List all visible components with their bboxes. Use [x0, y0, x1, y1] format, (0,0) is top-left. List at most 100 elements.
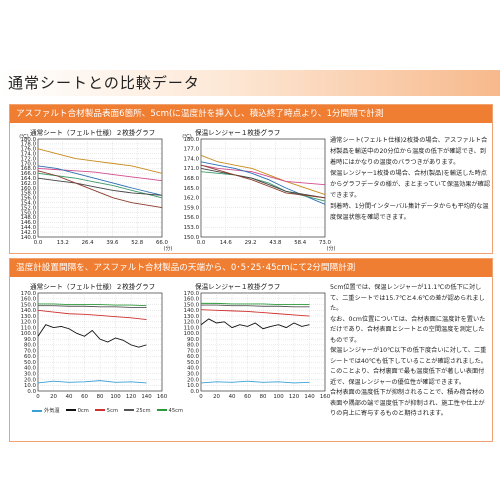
x-tick-label: 100: [110, 394, 121, 400]
x-tick-label: 52.8: [131, 240, 144, 246]
y-tick-label: 156.0: [21, 196, 37, 202]
y-tick-label: 80.0: [24, 343, 37, 349]
legend-label-45cm: 45cm: [168, 407, 184, 414]
y-tick-label: 160.0: [21, 297, 37, 303]
section1-header: アスファルト合材製品表面6箇所、5cm(に温度計を挿入し、積込終了時点より、1分…: [10, 105, 492, 123]
y-tick-label: 142.0: [21, 230, 37, 236]
y-tick-label: 162.0: [184, 196, 200, 202]
x-tick-label: 66.0: [156, 240, 169, 246]
series-line-3: [200, 161, 326, 205]
x-tick-label: 20: [213, 394, 220, 400]
y-tick-label: 176.0: [21, 147, 37, 153]
x-tick-label: 60: [244, 394, 251, 400]
series-line-1: [37, 380, 147, 384]
series-line-2: [37, 324, 147, 348]
section1-note-3: 到着時、1分間インターバル集計データからも平均的な温度保温状態を確認できます。: [330, 203, 489, 221]
y-tick-label: 160.0: [21, 186, 37, 192]
y-tick-label: 164.0: [21, 176, 37, 182]
series-line-1: [37, 148, 163, 174]
y-tick-label: 168.0: [21, 166, 37, 172]
section2-note-4: このことより、合材裏面で最も温度低下が著しい表面付近で、保温レンジャーの優位性が…: [330, 368, 485, 386]
y-tick-label: 60.0: [24, 354, 37, 360]
x-tick-label: 160: [157, 394, 168, 400]
x-tick-label: 0.0: [34, 240, 43, 246]
x-tick-label: 26.4: [82, 240, 95, 246]
legend-label-5cm: 5cm: [106, 407, 119, 414]
series-line-6: [37, 170, 163, 209]
y-tick-label: 50.0: [187, 360, 200, 366]
y-tick-label: 30.0: [187, 372, 200, 378]
y-tick-label: 0.0: [190, 389, 199, 395]
legend-label-outside: 外気温: [44, 408, 60, 414]
y-tick-label: 140.0: [21, 308, 37, 314]
y-tick-label: 0.0: [27, 389, 36, 395]
x-tick-label: 40: [229, 394, 236, 400]
y-tick-label: 40.0: [187, 366, 200, 372]
y-tick-label: 158.0: [21, 191, 37, 197]
x-tick-label: 0: [199, 394, 203, 400]
y-tick-label: 60.0: [187, 354, 200, 360]
series-line-5: [200, 167, 326, 199]
y-tick-label: 110.0: [184, 325, 200, 331]
series-line-3: [37, 165, 163, 196]
y-tick-label: 140.0: [184, 308, 200, 314]
series-line-5: [37, 177, 163, 196]
y-tick-label: 120.0: [21, 320, 37, 326]
legend-item-0cm: 0cm: [65, 408, 89, 414]
y-tick-label: 150.0: [184, 235, 200, 241]
y-tick-label: 70.0: [24, 348, 37, 354]
x-tick-label: 160: [320, 394, 331, 400]
y-tick-label: 10.0: [24, 383, 37, 389]
y-tick-label: 70.0: [187, 348, 200, 354]
x-tick-label: 60: [81, 394, 88, 400]
section1-right-chart: 150.0 153.0 156.0 159.0 162.0 165.0 168.0 171.0…: [182, 134, 336, 251]
section1-left-chart-title: 通常シート（フェルト仕様）２枚掛グラフ: [30, 129, 156, 137]
section1-panel: アスファルト合材製品表面6箇所、5cm(に温度計を挿入し、積込終了時点より、1分…: [9, 104, 493, 254]
y-tick-label: 100.0: [21, 331, 37, 337]
section2-left-chart: 0.010.020.030.040.050.060.070.080.090.01…: [21, 291, 168, 400]
y-tick-label: 153.0: [184, 225, 200, 231]
y-unit-label: (℃): [182, 134, 192, 140]
y-tick-label: 90.0: [187, 337, 200, 343]
y-tick-label: 120.0: [184, 320, 200, 326]
section2-note-1: 5cm位置では、保温レンジャーが11.1℃の低下に対して、二重シートでは15.7…: [330, 284, 485, 312]
y-tick-label: 156.0: [184, 215, 200, 221]
section2-note-5: 合材表面の温度低下が抑制されることで、積み荷合材の表面や隅部の端で温度低下が抑制…: [330, 389, 485, 417]
x-tick-label: 120: [289, 394, 300, 400]
y-tick-label: 170.0: [21, 161, 37, 167]
x-tick-label: 14.6: [220, 240, 233, 246]
y-tick-label: 166.0: [21, 171, 37, 177]
y-tick-label: 150.0: [184, 302, 200, 308]
x-tick-label: 13.2: [57, 240, 69, 246]
y-tick-label: 177.0: [184, 147, 200, 153]
y-tick-label: 154.0: [21, 201, 37, 207]
y-tick-label: 180.0: [21, 137, 37, 143]
y-tick-label: 100.0: [184, 331, 200, 337]
series-line-5: [201, 302, 310, 305]
section2-left-chart-title: 通常シート（フェルト仕様）２枚掛グラフ: [30, 283, 156, 291]
legend-item-outside: 外気温: [32, 407, 60, 414]
y-tick-label: 171.0: [184, 166, 200, 172]
y-tick-label: 150.0: [21, 302, 37, 308]
section2-right-chart: 0.010.020.030.040.050.060.070.080.090.01…: [184, 291, 331, 400]
x-unit-label: (分): [327, 245, 336, 251]
x-tick-label: 0: [36, 394, 40, 400]
y-unit-label: (℃): [19, 134, 29, 140]
legend-item-25cm: 25cm: [124, 408, 151, 414]
y-tick-label: 130.0: [21, 314, 37, 320]
page-title-banner: 通常シートとの比較データ: [0, 62, 500, 102]
y-tick-label: 20.0: [24, 377, 37, 383]
x-tick-label: 140: [304, 394, 315, 400]
x-tick-label: 39.6: [106, 240, 119, 246]
section1-note-1: 通常シート(フェルト仕様)2枚掛の場合、アスファルト合材製品を輸送中の20分位か…: [330, 137, 488, 166]
section2-right-chart-title: 保温レンジャー１枚掛グラフ: [195, 283, 281, 291]
series-line-2: [200, 164, 326, 186]
y-tick-label: 80.0: [187, 343, 200, 349]
y-tick-label: 146.0: [21, 220, 37, 226]
section1-notes: 通常シート(フェルト仕様)2枚掛の場合、アスファルト合材製品を輸送中の20分位か…: [330, 135, 490, 223]
x-tick-label: 80: [97, 394, 104, 400]
section1-note-2: 保温レンジャー1枚掛の場合、合材(製品)を輸送した時点からグラフデータの様が、ま…: [330, 170, 491, 199]
y-tick-label: 148.0: [21, 215, 37, 221]
y-tick-label: 130.0: [184, 314, 200, 320]
y-tick-label: 90.0: [24, 337, 37, 343]
